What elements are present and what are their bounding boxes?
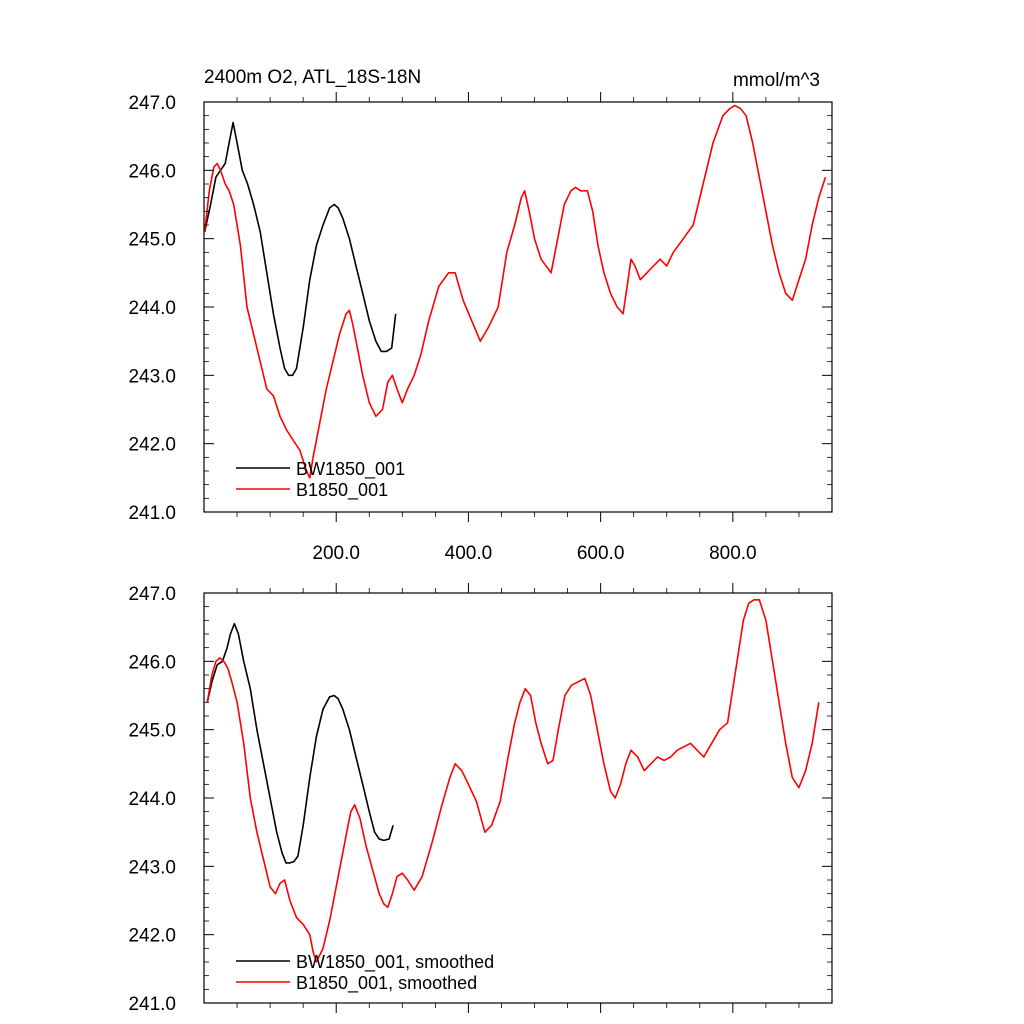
top-legend: BW1850_001 B1850_001 — [236, 459, 405, 501]
legend-label-b1850-smoothed: B1850_001, smoothed — [296, 973, 477, 994]
bottom-y-tick-label: 247.0 — [128, 584, 176, 605]
bottom-panel: 241.0 242.0 243.0 244.0 245.0 246.0 247.0 BW18… — [128, 583, 833, 1015]
bottom-y-tick-label: 241.0 — [128, 994, 176, 1015]
legend-label-b1850: B1850_001 — [296, 480, 388, 501]
top-panel: 2400m O2, ATL_18S-18N mmol/m^3 241.0 242.… — [128, 67, 833, 564]
top-x-tick-label: 200.0 — [312, 543, 360, 564]
bottom-series-line-bw1850 — [206, 622, 394, 864]
top-y-tick-label: 241.0 — [128, 503, 176, 524]
top-x-tick-label: 600.0 — [577, 543, 625, 564]
top-plot-frame — [203, 101, 833, 513]
top-y-tick-label: 242.0 — [128, 435, 176, 456]
bottom-y-tick-label: 246.0 — [128, 652, 176, 673]
top-y-tick-label: 245.0 — [128, 230, 176, 251]
bottom-y-tick-label: 244.0 — [128, 789, 176, 810]
bottom-y-tick-label: 242.0 — [128, 926, 176, 947]
bottom-series-line-b1850 — [206, 598, 820, 963]
bottom-y-tick-label: 245.0 — [128, 721, 176, 742]
top-x-tick-label: 400.0 — [445, 543, 493, 564]
chart-title: 2400m O2, ATL_18S-18N — [204, 67, 421, 88]
units-label: mmol/m^3 — [733, 70, 820, 91]
bottom-legend: BW1850_001, smoothed B1850_001, smoothed — [236, 952, 494, 994]
top-x-tick-label: 800.0 — [709, 543, 757, 564]
top-y-tick-label: 246.0 — [128, 161, 176, 182]
top-y-tick-label: 244.0 — [128, 298, 176, 319]
bottom-axes: 241.0 242.0 243.0 244.0 245.0 246.0 247.0 — [128, 583, 833, 1015]
legend-label-bw1850-smoothed: BW1850_001, smoothed — [296, 952, 494, 973]
top-series-line-b1850 — [203, 104, 827, 479]
bottom-plot-lines — [206, 598, 820, 963]
legend-label-bw1850: BW1850_001 — [296, 459, 405, 480]
top-series-line-bw1850 — [203, 121, 397, 377]
top-plot-lines — [203, 104, 827, 479]
top-axes: 241.0 242.0 243.0 244.0 245.0 246.0 247.0 200.0… — [128, 92, 833, 564]
bottom-y-tick-label: 243.0 — [128, 857, 176, 878]
top-y-tick-label: 243.0 — [128, 366, 176, 387]
top-y-tick-label: 247.0 — [128, 93, 176, 114]
